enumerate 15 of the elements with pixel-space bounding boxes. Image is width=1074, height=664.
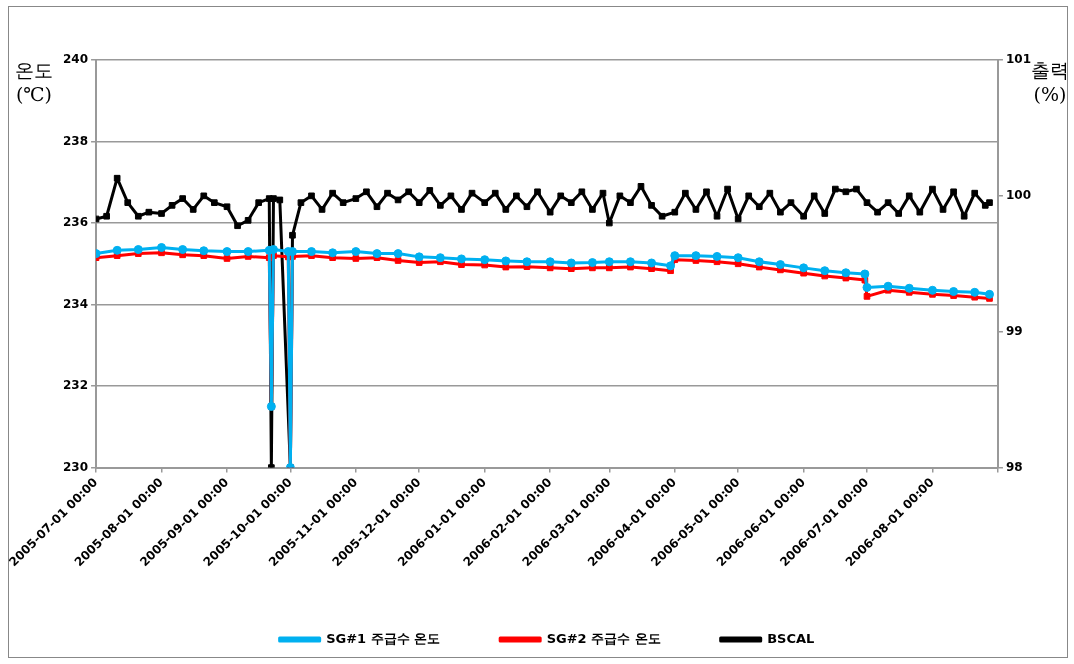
y2-tick-label: 101 bbox=[1005, 52, 1032, 67]
y2-tick-label: 99 bbox=[1005, 323, 1023, 338]
y-axis-title: 온도 (℃) bbox=[14, 58, 54, 106]
y-tick-label: 236 bbox=[62, 215, 89, 230]
legend-label: BSCAL bbox=[767, 630, 815, 646]
y-tick-label: 232 bbox=[62, 378, 89, 393]
y-tick-label: 234 bbox=[62, 296, 89, 311]
y-tick-label: 240 bbox=[62, 52, 89, 67]
y-tick-label: 238 bbox=[62, 133, 89, 148]
y-tick-label: 230 bbox=[62, 459, 89, 474]
legend-label: SG#1 주급수 온도 bbox=[326, 630, 441, 646]
y2-axis-title: 출력 (%) bbox=[1030, 59, 1070, 106]
y2-tick-label: 98 bbox=[1005, 459, 1023, 474]
legend-label: SG#2 주급수 온도 bbox=[546, 630, 661, 646]
y2-tick-label: 100 bbox=[1005, 187, 1032, 202]
